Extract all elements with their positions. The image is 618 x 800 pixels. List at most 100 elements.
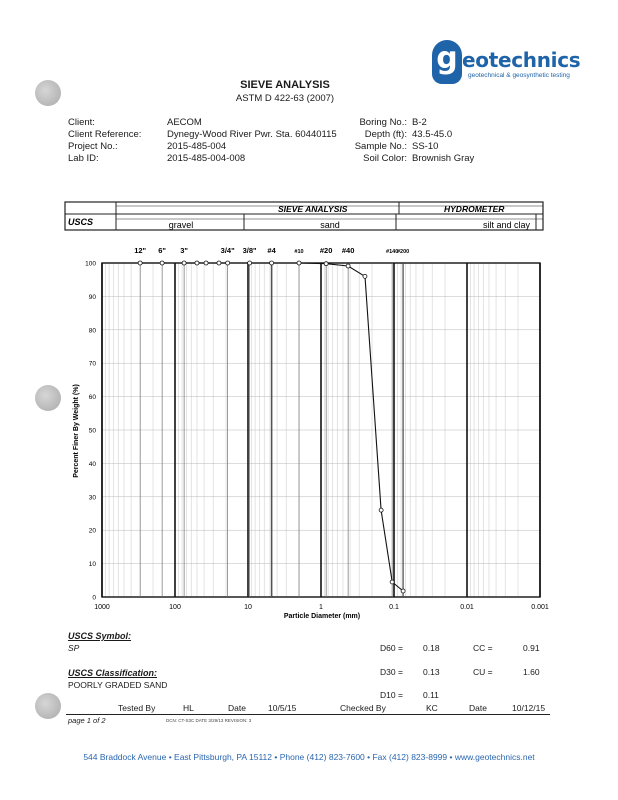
sieve-label: #200: [397, 249, 409, 255]
test-date-label: Date: [228, 703, 246, 713]
data-point: [225, 260, 231, 266]
data-point: [323, 261, 329, 267]
info-value: AECOM: [167, 117, 202, 128]
uscs-symbol-value: SP: [68, 643, 80, 653]
y-tick-label: 60: [89, 394, 97, 401]
info-label: Project No.:: [68, 141, 118, 152]
data-point: [345, 263, 351, 269]
info-row: Project No.: 2015-485-004: [68, 141, 337, 153]
test-date-value: 10/5/15: [268, 703, 297, 713]
sieve-label: 3": [180, 246, 188, 255]
y-tick-label: 30: [89, 494, 97, 501]
y-tick-label: 10: [89, 561, 97, 568]
tested-by-value: HL: [183, 703, 194, 713]
doc-code: DCN: CT-S3C DATE 3/29/13 REVISION: 3: [166, 718, 252, 723]
checked-by-label: Checked By: [340, 703, 386, 713]
data-point: [400, 588, 406, 594]
d60-label: D60 =: [380, 643, 403, 653]
y-tick-label: 80: [89, 327, 97, 334]
d10-value: 0.11: [423, 690, 439, 700]
cc-value: 0.91: [523, 643, 540, 653]
data-point: [137, 260, 143, 266]
cu-value: 1.60: [523, 667, 540, 677]
sieve-label: #20: [320, 246, 333, 255]
data-point: [296, 260, 302, 266]
uscs-classification-value: POORLY GRADED SAND: [68, 680, 168, 690]
data-point: [389, 579, 395, 585]
x-tick-label: 100: [169, 604, 181, 611]
binder-hole-bottom: [35, 693, 61, 719]
info-label: Soil Color:: [363, 153, 407, 164]
sieve-marks: 12" 6" 3" 3/4" 3/8" #4 #10 #20 #40 #140#200: [134, 246, 409, 597]
info-label: Sample No.:: [354, 141, 407, 152]
test-standard: ASTM D 422-63 (2007): [235, 93, 335, 104]
info-value: Brownish Gray: [412, 153, 475, 164]
info-row: Client Reference: Dynegy-Wood River Pwr. …: [68, 129, 337, 141]
info-right: Boring No.: B-2 Depth (ft): 43.5-45.0 Samp…: [343, 117, 475, 165]
y-tick-label: 40: [89, 461, 97, 468]
sieve-label: #10: [294, 249, 303, 255]
x-tick-label: 1: [319, 604, 323, 611]
info-row: Sample No.: SS-10: [343, 141, 474, 153]
binder-hole-top: [35, 80, 61, 106]
company-logo: g eotechnics geotechnical & geosynthetic…: [432, 40, 592, 96]
uscs-classification-label: USCS Classification:: [68, 668, 158, 678]
footer-address: 544 Braddock Avenue • East Pittsburgh, P…: [83, 752, 535, 762]
info-value: 2015-485-004: [167, 141, 227, 152]
info-row: Boring No.: B-2: [343, 117, 474, 129]
y-axis-ticks: 0 10 20 30 40 50 60 70 80 90 100: [85, 261, 96, 602]
x-tick-label: 1000: [94, 604, 110, 611]
silt-clay-label: silt and clay: [483, 220, 531, 230]
x-tick-label: 0.01: [460, 604, 474, 611]
d30-value: 0.13: [423, 667, 440, 677]
info-label: Lab ID:: [68, 153, 99, 164]
hydrometer-header: HYDROMETER: [444, 204, 505, 214]
sieve-label: #4: [267, 246, 276, 255]
info-label: Boring No.:: [359, 117, 407, 128]
d30-label: D30 =: [380, 667, 403, 677]
classification-bar: USCS SIEVE ANALYSIS HYDROMETER gravel sa…: [64, 201, 544, 231]
info-left: Client: AECOM Client Reference: Dynegy-Woo…: [68, 117, 337, 165]
gradation-chart: 12" 6" 3" 3/4" 3/8" #4 #10 #20 #40 #140#200 0 10 20…: [73, 246, 549, 620]
sieve-label: #40: [342, 246, 355, 255]
data-point: [194, 260, 200, 266]
tested-by-label: Tested By: [118, 703, 156, 713]
page-title: SIEVE ANALYSIS: [240, 79, 330, 91]
sieve-label: 3/4": [221, 246, 235, 255]
info-label: Client:: [68, 117, 95, 128]
info-label: Depth (ft):: [364, 129, 407, 140]
x-tick-label: 10: [244, 604, 252, 611]
binder-hole-middle: [35, 385, 61, 411]
info-value: B-2: [412, 117, 427, 128]
x-axis-label: Particle Diameter (mm): [284, 613, 360, 620]
data-point: [247, 260, 253, 266]
data-point: [203, 260, 209, 266]
x-tick-label: 0.1: [389, 604, 399, 611]
sieve-label: 3/8": [243, 246, 257, 255]
y-tick-label: 70: [89, 361, 97, 368]
x-tick-label: 0.001: [531, 604, 549, 611]
x-axis-ticks: 1000 100 10 1 0.1 0.01 0.001: [94, 604, 549, 611]
logo-tagline: geotechnical & geosynthetic testing: [468, 72, 570, 79]
info-value: 2015-485-004-008: [167, 153, 246, 164]
gravel-label: gravel: [169, 220, 194, 230]
check-date-label: Date: [469, 703, 487, 713]
logo-word: eotechnics: [462, 48, 581, 72]
y-axis-label: Percent Finer By Weight (%): [73, 384, 80, 478]
y-tick-label: 20: [89, 528, 97, 535]
sieve-label: 12": [134, 246, 146, 255]
data-point: [181, 260, 187, 266]
checked-by-value: KC: [426, 703, 438, 713]
plot-frame: [101, 262, 541, 598]
signoff-rule: [66, 714, 550, 715]
d60-value: 0.18: [423, 643, 440, 653]
sieve-label: #140: [386, 249, 398, 255]
cu-label: CU =: [473, 667, 493, 677]
info-value: SS-10: [412, 141, 439, 152]
info-value: Dynegy-Wood River Pwr. Sta. 60440115: [167, 129, 337, 140]
data-point: [216, 260, 222, 266]
data-point: [362, 273, 368, 279]
d10-label: D10 =: [380, 690, 403, 700]
logo-g-mark: g: [432, 40, 462, 84]
y-tick-label: 50: [89, 428, 97, 435]
